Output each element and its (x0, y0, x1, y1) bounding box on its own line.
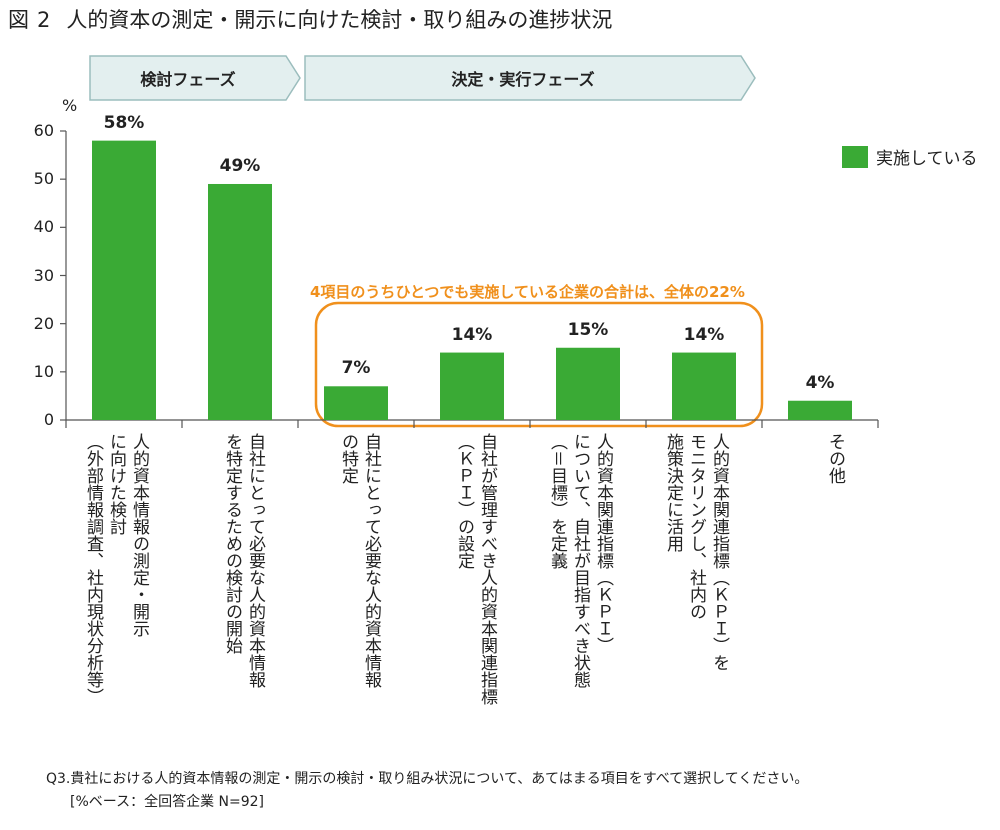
bar (556, 347, 620, 420)
bar-data-label: 14% (683, 324, 725, 345)
legend: 実施している (842, 144, 978, 169)
phase-label-execution: 決定・実行フェーズ (451, 70, 595, 89)
y-tick-label: 40 (33, 217, 54, 237)
legend-swatch (842, 145, 868, 168)
bar-data-label: 7% (341, 358, 371, 379)
category-label: 人的資本関連指標（ＫＰＩ） について、自社が目指すべき状態 （＝目標）を定義 (547, 433, 613, 688)
category-label: 人的資本情報の測定・開示 に向けた検討 （外部情報調査、社内現状分析等） (83, 433, 149, 705)
y-tick-label: 30 (33, 265, 54, 285)
bar-data-label: 49% (219, 155, 261, 176)
figure-title: 図 2 人的資本の測定・開示に向けた検討・取り組みの進捗状況 (8, 4, 612, 34)
phase-label-review: 検討フェーズ (140, 70, 236, 89)
bar-data-label: 4% (805, 372, 835, 393)
summary-note: 4項目のうちひとつでも実施している企業の合計は、全体の22% (310, 283, 745, 301)
figure-title-text: 人的資本の測定・開示に向けた検討・取り組みの進捗状況 (66, 8, 613, 32)
y-tick-label: 0 (43, 410, 54, 429)
y-tick-label: 10 (33, 361, 54, 381)
highlight-box (314, 301, 764, 428)
phase-arrow-0 (89, 55, 301, 101)
bar (92, 140, 156, 420)
category-label: 人的資本関連指標（ＫＰＩ）を モニタリングし、社内の 施策決定に活用 (663, 433, 729, 671)
y-tick-label: 50 (33, 169, 54, 189)
category-label: 自社が管理すべき人的資本関連指標 （ＫＰＩ）の設定 (454, 433, 497, 705)
bar (440, 352, 504, 420)
footnote-question: Q3.貴社における人的資本情報の測定・開示の検討・取り組み状況について、あてはま… (46, 771, 809, 787)
bar (324, 386, 388, 420)
legend-label: 実施している (876, 149, 978, 169)
phase-arrow-1 (304, 55, 756, 101)
bar-data-label: 14% (451, 324, 493, 345)
bar-data-label: 15% (567, 319, 609, 340)
figure-number: 2 (37, 8, 51, 32)
y-tick-label: 20 (33, 313, 54, 333)
figure-label: 図 (8, 8, 29, 32)
category-label: その他 (825, 433, 845, 484)
category-label: 自社にとって必要な人的資本情報 の特定 (338, 433, 381, 688)
bar (208, 183, 272, 420)
category-label: 自社にとって必要な人的資本情報 を特定するための検討の開始 (222, 433, 265, 688)
bar-data-label: 58% (103, 112, 145, 133)
footnote-base: [%ベース：全回答企業 N=92] (70, 794, 264, 810)
bar (672, 352, 736, 420)
y-axis-unit: % (62, 96, 78, 115)
bar (788, 400, 852, 420)
y-tick-label: 60 (33, 121, 54, 140)
